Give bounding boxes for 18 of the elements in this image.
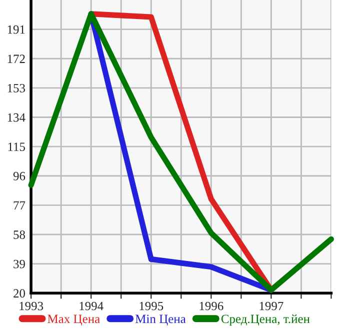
x-tick-label: 1995 <box>140 302 164 310</box>
x-tick-label: 1994 <box>80 302 104 310</box>
x-tick-label: 1993 <box>20 302 44 310</box>
y-tick-label: 191 <box>8 25 25 34</box>
legend-label: Max Цена <box>48 314 100 326</box>
y-tick-label: 134 <box>8 113 26 122</box>
x-tick-label: 1996 <box>200 302 224 310</box>
y-tick-label: 58 <box>14 230 26 239</box>
y-tick-label: 20 <box>14 289 26 298</box>
y-tick-label: 153 <box>8 84 26 92</box>
legend-label: Сред.Цена, т.йен <box>221 314 310 326</box>
y-tick-label: 172 <box>8 54 25 63</box>
legend-label: Min Цена <box>135 314 186 326</box>
x-tick-label: 1997 <box>260 302 284 310</box>
y-tick-label: 77 <box>14 201 26 210</box>
y-tick-label: 96 <box>13 172 26 180</box>
y-tick-label: 115 <box>8 142 26 152</box>
y-tick-label: 39 <box>14 260 25 268</box>
